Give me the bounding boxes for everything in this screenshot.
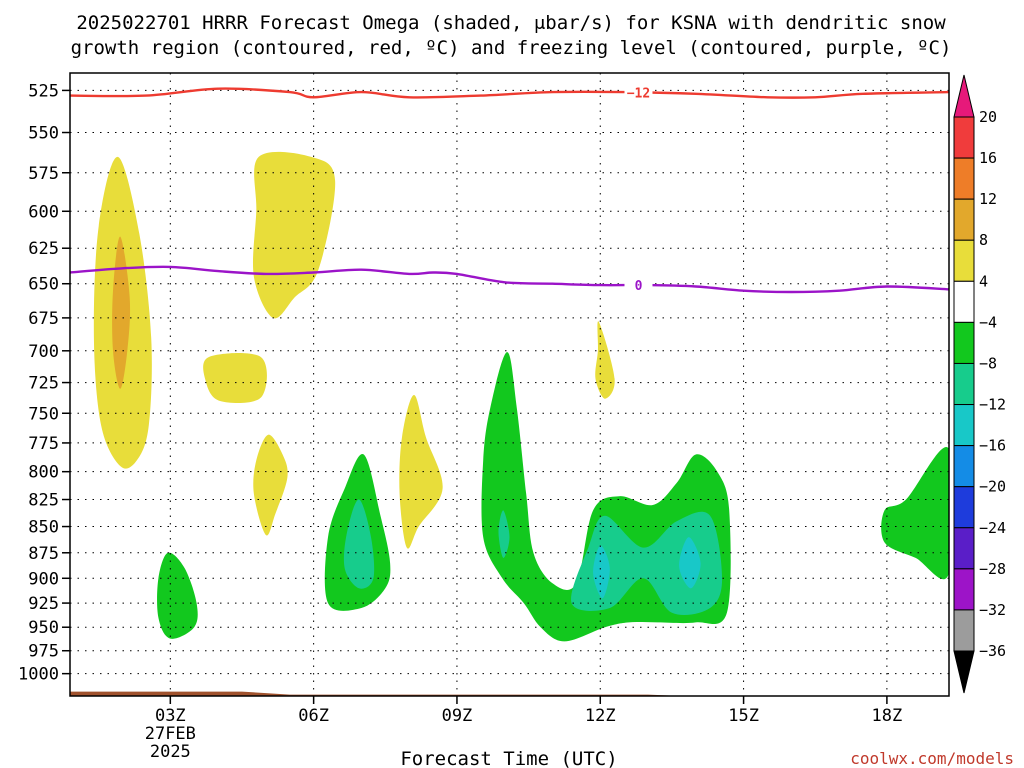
omega-region-13 (593, 545, 610, 599)
contour-label-bg (624, 85, 653, 100)
y-tick-label: 1000 (18, 665, 59, 685)
omega-region-4 (253, 434, 288, 536)
colorbar-tick-label: −24 (979, 519, 1006, 537)
omega-region-5 (399, 395, 443, 549)
contour-lines-layer: −12 0 (70, 85, 949, 294)
colorbar-band (953, 198, 975, 241)
y-tick-label: 850 (28, 518, 59, 538)
omega-region-8 (343, 499, 375, 589)
colorbar-band (953, 321, 975, 364)
y-tick-label: 750 (28, 404, 59, 424)
terrain-fill (70, 691, 949, 696)
contour-label-bg (624, 278, 653, 293)
colorbar-bottom-arrow (953, 650, 975, 694)
colorbar-band (953, 116, 975, 159)
y-tick-label: 900 (28, 569, 59, 589)
plot-frame (69, 72, 950, 697)
colorbar-tick-label: −16 (979, 437, 1006, 455)
colorbar-band (953, 362, 975, 406)
omega-region-3 (203, 353, 267, 403)
y-tick-label: 650 (28, 275, 59, 295)
terrain-layer (70, 691, 949, 696)
y-tick-label: 625 (28, 239, 59, 259)
colorbar-tick-label: 4 (979, 272, 988, 290)
chart-title-line1: 2025022701 HRRR Forecast Omega (shaded, … (76, 12, 946, 34)
omega-region-6 (595, 321, 615, 399)
colorbar-band (953, 568, 975, 611)
colorbar-band (953, 157, 975, 200)
x-tick-label: 12Z (585, 706, 616, 726)
y-tick-label: 550 (28, 124, 59, 144)
y-tick-label: 950 (28, 618, 59, 638)
colorbar-tick-label: −20 (979, 478, 1006, 496)
colorbar-band (953, 404, 975, 447)
y-tick-label: 875 (28, 544, 59, 564)
y-tick-label: 975 (28, 642, 59, 662)
colorbar-tick-label: 8 (979, 231, 988, 249)
contour-label: 0 (635, 279, 643, 294)
y-tick-label: 775 (28, 434, 59, 454)
credit-text: coolwx.com/models (850, 749, 1014, 768)
colorbar-band (953, 445, 975, 488)
colorbar-tick-label: 12 (979, 190, 997, 208)
omega-region-12 (498, 510, 510, 558)
pressure-axis: 525 550 575 600 625 650 675 700 725 750 775 800 825 8… (18, 81, 70, 685)
omega-region-15 (881, 446, 949, 580)
colorbar-tick-label: 16 (979, 149, 997, 167)
dendritic-growth-contour (70, 87, 949, 99)
colorbar-band (953, 239, 975, 282)
y-tick-label: 725 (28, 374, 59, 394)
y-tick-label: 525 (28, 81, 59, 101)
colorbar-tick-label: −8 (979, 354, 997, 372)
x-tick-label: 03Z (155, 706, 186, 726)
x-tick-label: 09Z (442, 706, 473, 726)
colorbar-band (953, 527, 975, 570)
x-tick-label: 18Z (872, 706, 903, 726)
y-tick-label: 825 (28, 491, 59, 511)
y-tick-label: 675 (28, 309, 59, 329)
colorbar: 20 16 12 8 4 −4 −8 −12 −16 −20 −24 −28 −32 −36 (953, 74, 1006, 694)
y-tick-label: 700 (28, 342, 59, 362)
y-tick-label: 925 (28, 594, 59, 614)
x-tick-label: 15Z (728, 706, 759, 726)
omega-region-2 (252, 151, 336, 319)
y-tick-label: 800 (28, 463, 59, 483)
x-tick-year: 2025 (150, 742, 191, 762)
omega-region-11 (571, 511, 723, 616)
x-tick-date: 27FEB (145, 724, 196, 744)
colorbar-tick-label: −32 (979, 601, 1006, 619)
colorbar-tick-label: 20 (979, 108, 997, 126)
omega-region-1 (112, 236, 131, 389)
colorbar-tick-label: −36 (979, 642, 1006, 660)
contour-label: −12 (627, 86, 650, 101)
y-tick-label: 575 (28, 164, 59, 184)
chart-title-line2: growth region (contoured, red, ºC) and f… (71, 37, 952, 59)
freezing-level-contour (70, 265, 949, 294)
colorbar-tick-label: −12 (979, 396, 1006, 414)
y-tick-label: 600 (28, 202, 59, 222)
omega-region-14 (679, 537, 701, 589)
omega-shading-layer (93, 151, 949, 642)
x-tick-label: 06Z (298, 706, 329, 726)
x-axis-label: Forecast Time (UTC) (400, 748, 617, 768)
colorbar-band (953, 280, 975, 323)
colorbar-band (953, 609, 975, 652)
colorbar-tick-label: −28 (979, 560, 1006, 578)
omega-region-9 (157, 552, 198, 639)
colorbar-tick-label: −4 (979, 313, 997, 331)
colorbar-band (953, 486, 975, 529)
